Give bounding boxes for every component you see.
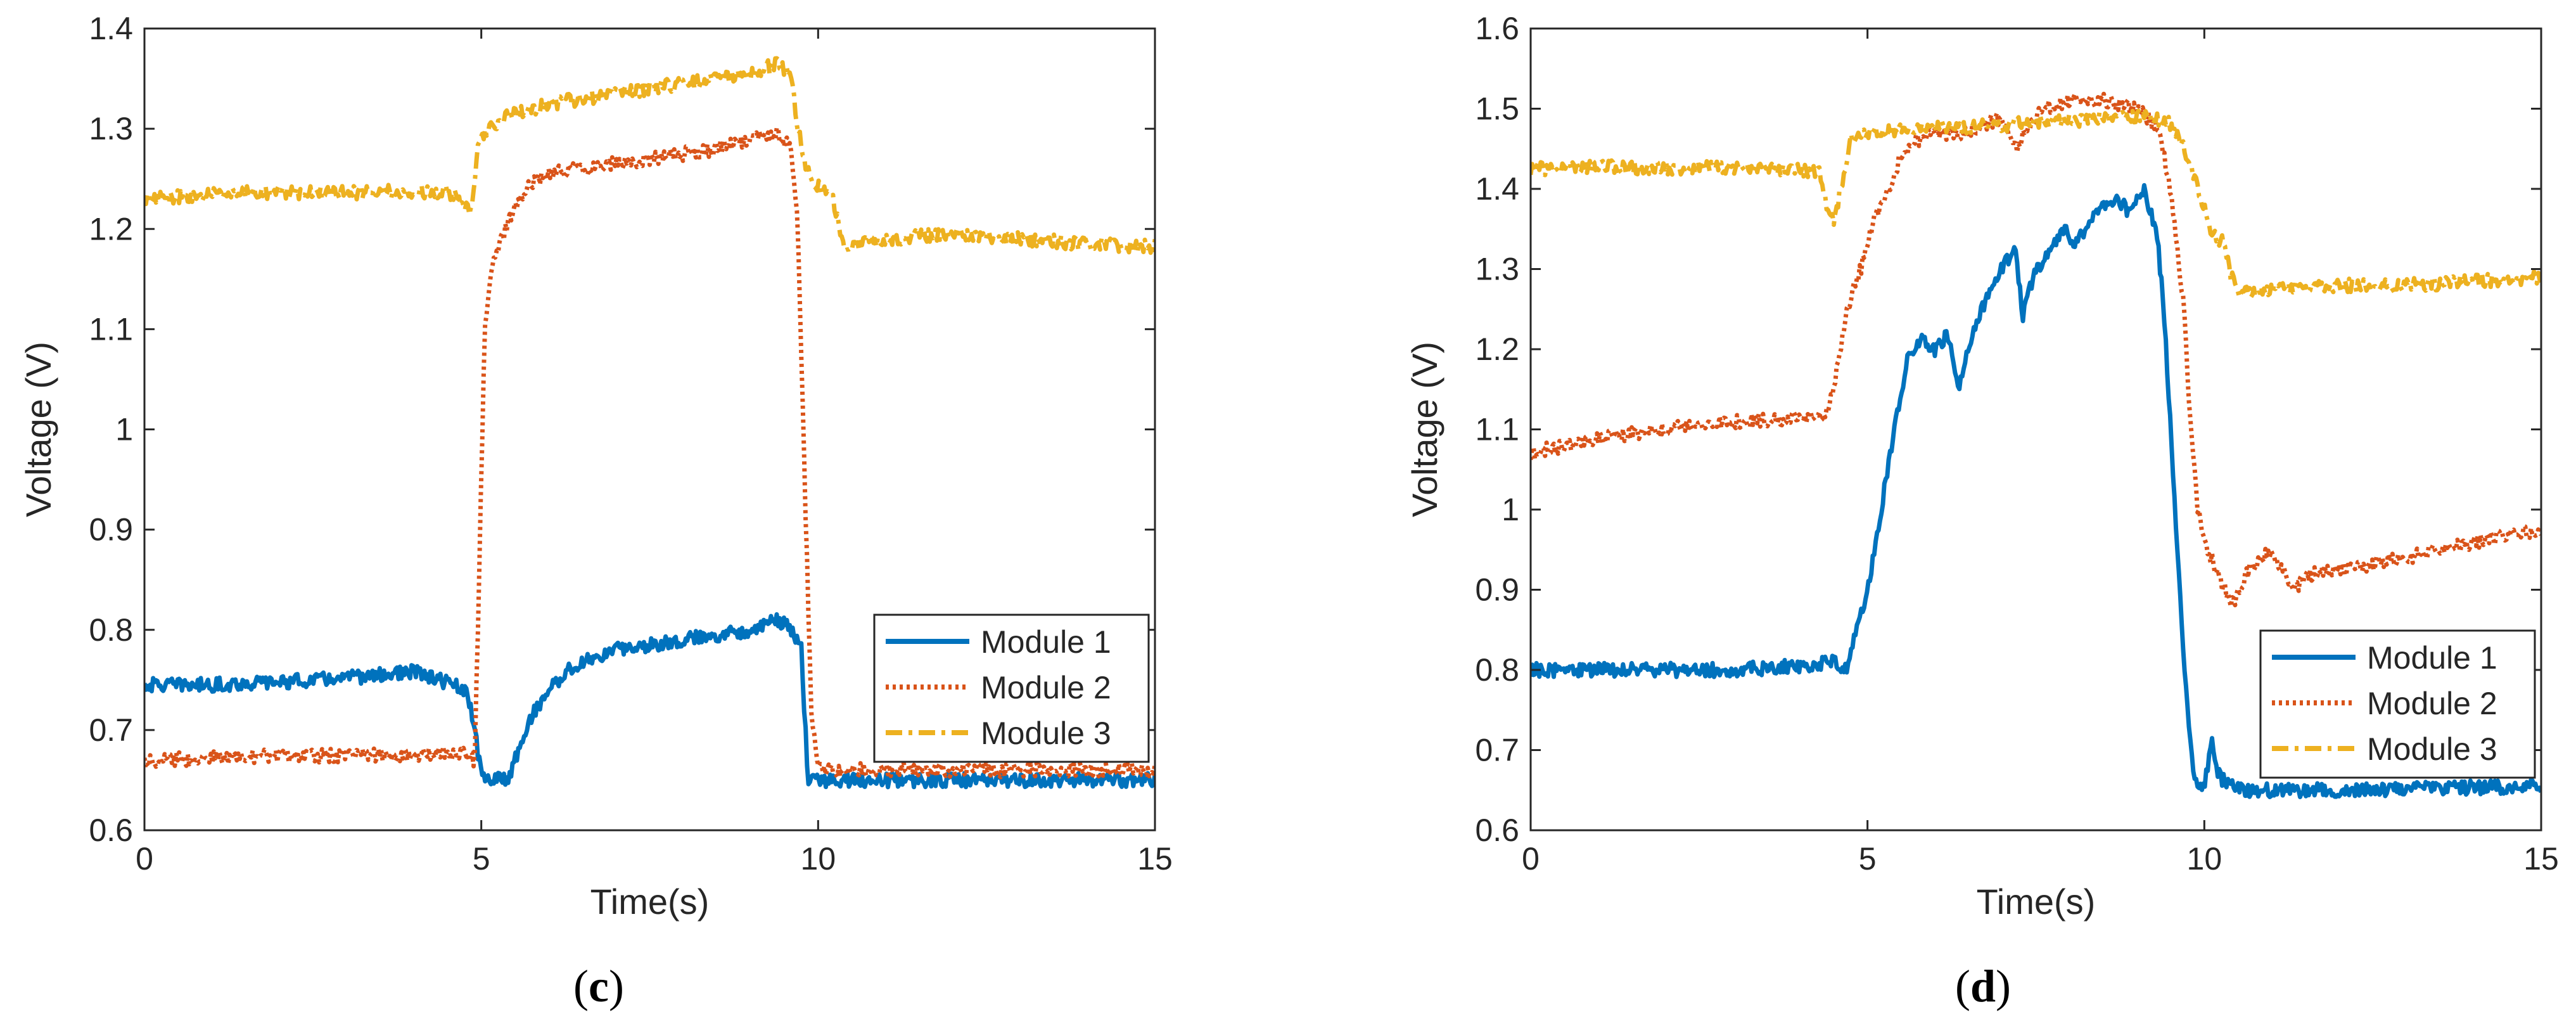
y-axis-label: Voltage (V) xyxy=(1405,342,1444,517)
y-tick-label: 0.9 xyxy=(89,512,133,548)
legend-label-module-3: Module 3 xyxy=(981,716,1111,751)
panel-label-c: (c) xyxy=(573,961,624,1012)
legend-label-module-2: Module 2 xyxy=(981,670,1111,705)
series-line-module-3 xyxy=(144,56,1155,255)
legend-label-module-2: Module 2 xyxy=(2367,686,2497,721)
x-tick-label: 0 xyxy=(136,841,153,877)
x-tick-label: 0 xyxy=(1522,841,1540,877)
y-tick-label: 1.1 xyxy=(89,311,133,347)
legend-label-module-1: Module 1 xyxy=(981,624,1111,660)
panel-label-d: (d) xyxy=(1955,961,2011,1012)
y-axis-label: Voltage (V) xyxy=(18,342,58,517)
y-tick-label: 0.8 xyxy=(89,612,133,648)
y-tick-label: 1.3 xyxy=(89,111,133,146)
y-tick-label: 1.1 xyxy=(1475,412,1519,447)
legend-label-module-1: Module 1 xyxy=(2367,640,2497,676)
y-tick-label: 0.7 xyxy=(89,712,133,748)
y-tick-label: 1.2 xyxy=(1475,331,1519,367)
y-tick-label: 0.7 xyxy=(1475,733,1519,768)
y-tick-label: 1.6 xyxy=(1475,11,1519,46)
y-tick-label: 1.3 xyxy=(1475,252,1519,287)
y-tick-label: 0.8 xyxy=(1475,652,1519,688)
x-tick-label: 15 xyxy=(2523,841,2559,877)
series-line-module-2 xyxy=(144,125,1155,780)
y-tick-label: 1.4 xyxy=(89,11,133,46)
y-tick-label: 1.5 xyxy=(1475,91,1519,127)
y-tick-label: 0.6 xyxy=(1475,813,1519,848)
y-tick-label: 1.4 xyxy=(1475,171,1519,207)
x-tick-label: 5 xyxy=(1859,841,1877,877)
legend: Module 1 Module 2 Module 3 xyxy=(2259,629,2536,779)
x-tick-label: 10 xyxy=(801,841,836,877)
y-tick-label: 0.6 xyxy=(89,813,133,848)
series-line-module-3 xyxy=(1531,108,2541,300)
chart-panel-d: 0 5 10 15 0.6 0.7 0.8 0.9 1 1.1 1.2 1.3 1.4 1.5 1.6 Tim… xyxy=(1405,11,2559,922)
y-tick-label: 1 xyxy=(115,412,133,447)
x-tick-label: 5 xyxy=(473,841,490,877)
x-tick-label: 10 xyxy=(2187,841,2222,877)
series-line-module-1 xyxy=(144,612,1155,790)
x-tick-label: 15 xyxy=(1137,841,1173,877)
chart-panel-c: 0 5 10 15 0.6 0.7 0.8 0.9 1 1.1 1.2 1.3 1.4 Time(s) Vo… xyxy=(18,11,1173,922)
y-tick-label: 0.9 xyxy=(1475,572,1519,608)
legend: Module 1 Module 2 Module 3 xyxy=(873,614,1150,763)
y-tick-label: 1 xyxy=(1502,492,1519,527)
x-axis-label: Time(s) xyxy=(590,882,710,922)
legend-label-module-3: Module 3 xyxy=(2367,731,2497,767)
series-line-module-1 xyxy=(1531,183,2541,799)
y-tick-label: 1.2 xyxy=(89,211,133,247)
x-axis-label: Time(s) xyxy=(1977,882,2096,922)
